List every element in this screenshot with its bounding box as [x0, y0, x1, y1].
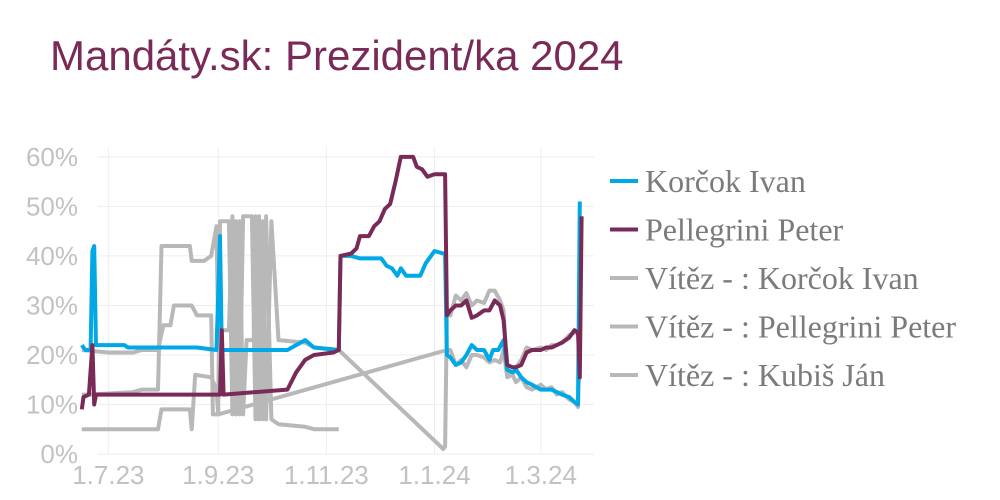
legend[interactable]: Korčok Ivan Pellegrini Peter Vítěz - : Kor…: [610, 163, 956, 393]
y-tick-label: 60%: [26, 142, 78, 172]
x-tick-label: 1.3.24: [505, 460, 577, 490]
series-line-3: [81, 214, 582, 451]
y-tick-label: 10%: [26, 389, 78, 419]
legend-label[interactable]: Vítěz - : Kubiš Ján: [645, 357, 885, 393]
y-tick-label: 0%: [40, 439, 78, 469]
series-line-2: [81, 214, 339, 432]
x-tick-label: 1.11.23: [284, 460, 369, 490]
legend-label[interactable]: Vítěz - : Korčok Ivan: [645, 260, 919, 296]
y-tick-label: 40%: [26, 241, 78, 271]
x-tick-label: 1.1.24: [398, 460, 470, 490]
y-tick-label: 30%: [26, 290, 78, 320]
legend-label[interactable]: Vítěz - : Pellegrini Peter: [645, 309, 956, 345]
y-tick-label: 20%: [26, 340, 78, 370]
legend-label[interactable]: Korčok Ivan: [645, 163, 806, 199]
series-line-0: [80, 201, 582, 407]
series-lines: [79, 154, 584, 451]
y-tick-label: 50%: [26, 191, 78, 221]
x-tick-label: 1.9.23: [182, 460, 254, 490]
x-tick-label: 1.7.23: [72, 460, 144, 490]
chart-title: Mandáty.sk: Prezident/ka 2024: [50, 32, 624, 79]
series-line-1: [79, 154, 584, 410]
axis-ticks: 0% 10% 20% 30% 40% 50% 60% 1.7.23 1.9.23 1.11.23 1…: [26, 142, 577, 490]
legend-label[interactable]: Pellegrini Peter: [645, 212, 844, 248]
